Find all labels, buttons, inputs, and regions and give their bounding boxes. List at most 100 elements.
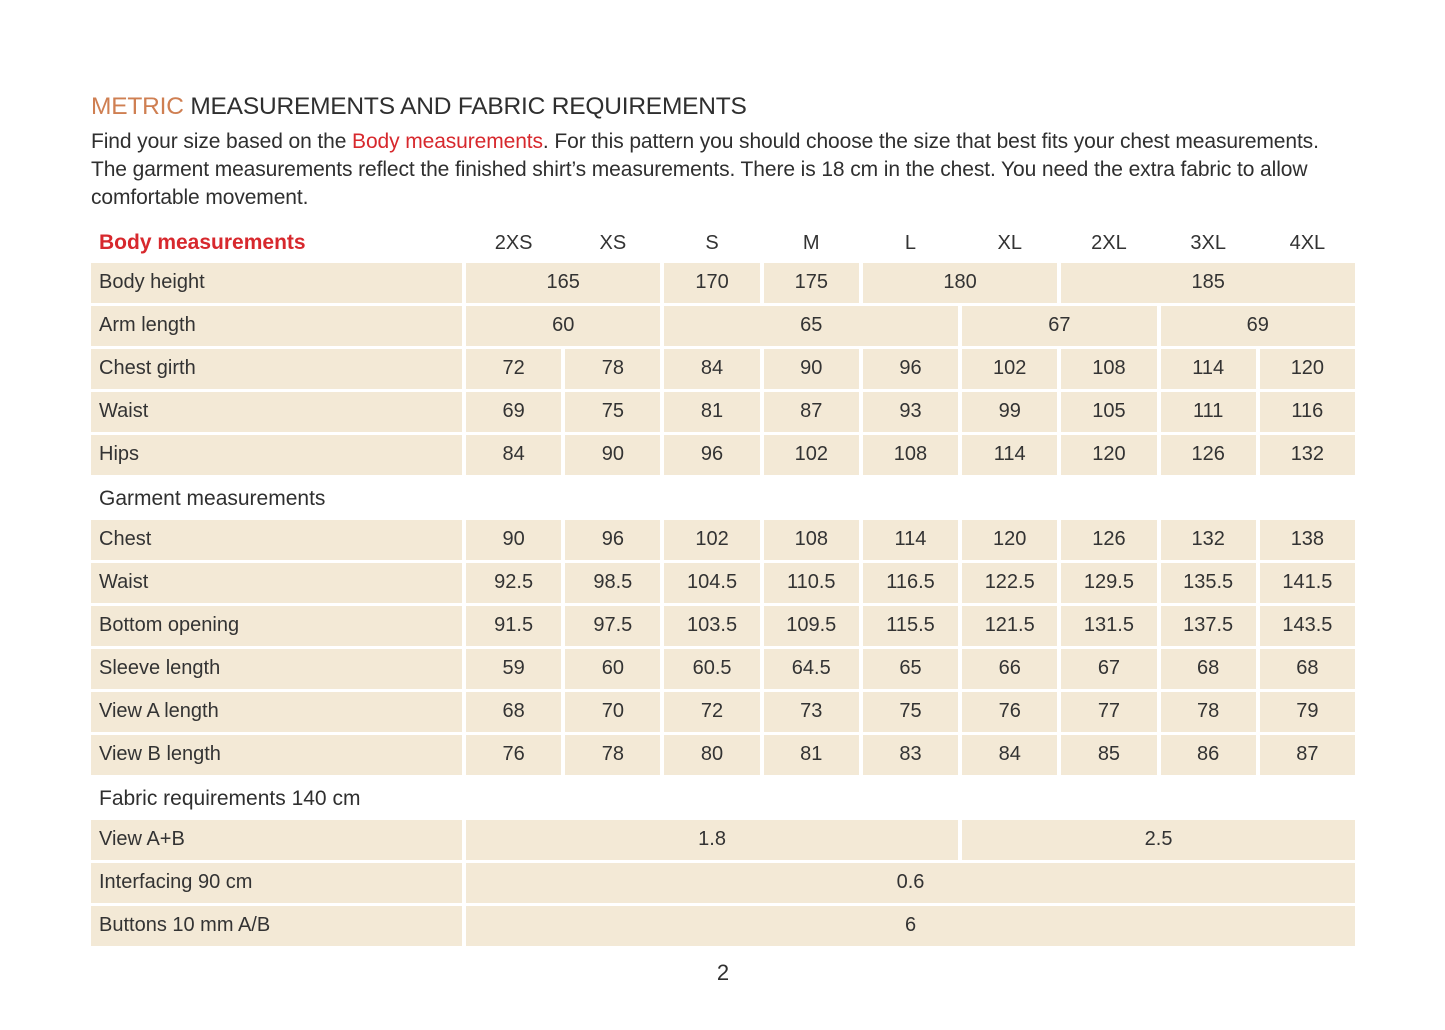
value-cell: 84 (962, 734, 1058, 775)
row-label-cell: Chest girth (91, 348, 462, 389)
value-cell: 79 (1259, 691, 1355, 732)
value-cell: 77 (1061, 691, 1157, 732)
size-column-header: M (802, 231, 820, 254)
value-cell: 122.5 (962, 562, 1058, 603)
value-cell: 138 (1259, 519, 1355, 560)
value-cell: 110.5 (763, 562, 859, 603)
value-cell: 85 (1061, 734, 1157, 775)
value-cell: 78 (565, 348, 661, 389)
value-cell: 114 (962, 434, 1058, 475)
value-cell: 84 (466, 434, 562, 475)
table-row: Interfacing 90 cm 0.6 (91, 862, 1355, 903)
value-cell: 108 (862, 434, 959, 475)
value-cell: 60.5 (664, 648, 760, 689)
row-label-cell: Hips (91, 434, 462, 475)
value-cell: 120 (1061, 434, 1157, 475)
table-row: Chest 90 96 102 108 114 120 126 132 138 (91, 519, 1355, 560)
value-cell: 120 (962, 519, 1058, 560)
size-column-header: XS (599, 231, 627, 254)
value-cell: 102 (763, 434, 859, 475)
value-cell: 126 (1061, 519, 1157, 560)
value-cell: 70 (565, 691, 661, 732)
value-cell: 109.5 (763, 605, 859, 646)
value-cell: 60 (466, 305, 661, 346)
table-header-row: Body measurements 2XS XS S M L XL 2XL 3XL 4XL (91, 228, 1355, 259)
table-row: View A length 68 70 72 73 75 76 77 78 79 (91, 691, 1355, 732)
value-cell: 86 (1160, 734, 1256, 775)
value-cell: 116.5 (862, 562, 959, 603)
value-cell: 105 (1061, 391, 1157, 432)
row-label-cell: Waist (91, 562, 462, 603)
value-cell: 92.5 (466, 562, 562, 603)
row-label-cell: View B length (91, 734, 462, 775)
row-label-cell: Arm length (91, 305, 462, 346)
value-cell: 83 (862, 734, 959, 775)
value-cell: 69 (1160, 305, 1355, 346)
row-label-cell: Sleeve length (91, 648, 462, 689)
intro-paragraph: Find your size based on the Body measure… (91, 128, 1331, 212)
value-cell: 102 (664, 519, 760, 560)
value-cell: 137.5 (1160, 605, 1256, 646)
value-cell: 132 (1160, 519, 1256, 560)
value-cell: 131.5 (1061, 605, 1157, 646)
value-cell: 90 (763, 348, 859, 389)
content-area: METRIC MEASUREMENTS AND FABRIC REQUIREME… (91, 93, 1355, 986)
page-number: 2 (716, 959, 730, 985)
value-cell: 96 (565, 519, 661, 560)
size-column-header: 2XL (1091, 231, 1127, 254)
table-row: Bottom opening 91.5 97.5 103.5 109.5 115.5 121… (91, 605, 1355, 646)
value-cell: 87 (763, 391, 859, 432)
size-column-header: 4XL (1289, 231, 1326, 254)
value-cell: 1.8 (466, 819, 959, 860)
body-measurements-reference: Body measurements (352, 129, 543, 153)
value-cell: 132 (1259, 434, 1355, 475)
value-cell: 81 (763, 734, 859, 775)
value-cell: 99 (962, 391, 1058, 432)
table-row: View B length 76 78 80 81 83 84 85 86 87 (91, 734, 1355, 775)
value-cell: 60 (565, 648, 661, 689)
table-row: Buttons 10 mm A/B 6 (91, 905, 1355, 946)
value-cell: 104.5 (664, 562, 760, 603)
value-cell: 59 (466, 648, 562, 689)
value-cell: 76 (962, 691, 1058, 732)
row-label-cell: Interfacing 90 cm (91, 862, 462, 903)
document-page: METRIC MEASUREMENTS AND FABRIC REQUIREME… (91, 93, 1355, 986)
value-cell: 170 (664, 262, 760, 303)
value-cell: 175 (763, 262, 859, 303)
row-label-cell: View A+B (91, 819, 462, 860)
table-row: Hips 84 90 96 102 108 114 120 126 132 (91, 434, 1355, 475)
value-cell: 65 (664, 305, 959, 346)
value-cell: 126 (1160, 434, 1256, 475)
section-header: Fabric requirements 140 cm (99, 786, 361, 810)
value-cell: 67 (1061, 648, 1157, 689)
value-cell: 78 (565, 734, 661, 775)
value-cell: 103.5 (664, 605, 760, 646)
value-cell: 0.6 (466, 862, 1355, 903)
row-label-cell: Buttons 10 mm A/B (91, 905, 462, 946)
value-cell: 81 (664, 391, 760, 432)
value-cell: 180 (862, 262, 1058, 303)
value-cell: 87 (1259, 734, 1355, 775)
value-cell: 2.5 (962, 819, 1355, 860)
value-cell: 72 (466, 348, 562, 389)
value-cell: 111 (1160, 391, 1256, 432)
table-row: View A+B 1.8 2.5 (91, 819, 1355, 860)
value-cell: 76 (466, 734, 562, 775)
value-cell: 141.5 (1259, 562, 1355, 603)
value-cell: 114 (862, 519, 959, 560)
value-cell: 97.5 (565, 605, 661, 646)
value-cell: 98.5 (565, 562, 661, 603)
page-title: METRIC MEASUREMENTS AND FABRIC REQUIREME… (91, 93, 1355, 121)
value-cell: 90 (565, 434, 661, 475)
row-label-cell: Waist (91, 391, 462, 432)
value-cell: 78 (1160, 691, 1256, 732)
value-cell: 66 (962, 648, 1058, 689)
value-cell: 68 (1259, 648, 1355, 689)
value-cell: 68 (466, 691, 562, 732)
value-cell: 69 (466, 391, 562, 432)
size-column-header: XL (997, 231, 1022, 254)
table-row: Chest girth 72 78 84 90 96 102 108 114 120 (91, 348, 1355, 389)
value-cell: 67 (962, 305, 1157, 346)
table-row: Sleeve length 59 60 60.5 64.5 65 66 67 68 68 (91, 648, 1355, 689)
value-cell: 114 (1160, 348, 1256, 389)
